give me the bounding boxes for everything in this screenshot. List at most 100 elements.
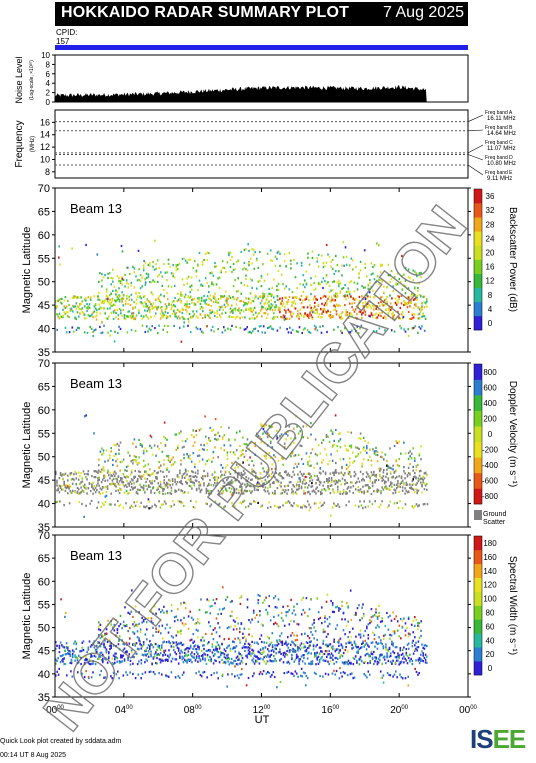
upper-scatter-cell <box>379 265 382 268</box>
upper-scatter-cell <box>330 265 332 268</box>
main-band-cell <box>276 644 279 647</box>
upper-scatter-cell <box>105 449 108 452</box>
main-band-cell <box>347 296 350 299</box>
main-band-cell <box>318 313 321 316</box>
main-band-cell <box>92 642 94 645</box>
main-band-cell <box>86 306 88 309</box>
main-band-cell <box>171 483 174 486</box>
main-band-cell <box>332 489 334 492</box>
upper-scatter-cell <box>175 269 178 272</box>
main-band-cell <box>306 641 309 645</box>
upper-scatter-cell <box>407 275 410 278</box>
upper-scatter-cell <box>166 610 168 613</box>
main-band-cell <box>228 295 231 298</box>
main-band-cell <box>169 484 171 487</box>
sparse-cell <box>157 486 159 489</box>
main-band-cell <box>405 483 408 487</box>
main-band-cell <box>74 305 76 308</box>
main-band-cell <box>71 310 74 313</box>
main-band-cell <box>192 315 194 318</box>
main-band-cell <box>235 663 238 666</box>
upper-scatter-cell <box>170 603 173 607</box>
main-band-cell <box>193 484 196 487</box>
main-band-cell <box>410 317 412 320</box>
main-band-cell <box>223 295 226 298</box>
freq-ylabel-unit: (MHz) <box>30 136 36 152</box>
main-band-cell <box>270 295 273 298</box>
main-band-cell <box>179 656 181 659</box>
upper-scatter-cell <box>316 257 318 260</box>
freq-band-value: 11.07 MHz <box>487 146 516 152</box>
main-band-cell <box>230 492 233 495</box>
near-range-cell <box>253 672 255 675</box>
upper-scatter-cell <box>127 451 129 454</box>
cpid-bar <box>55 45 468 50</box>
upper-scatter-cell <box>110 447 112 450</box>
main-band-cell <box>308 316 310 319</box>
near-range-cell <box>245 506 247 509</box>
main-band-cell <box>357 645 359 649</box>
main-band-cell <box>69 653 72 656</box>
main-band-cell <box>136 663 139 666</box>
main-band-cell <box>80 486 82 489</box>
main-band-cell <box>91 485 93 488</box>
main-band-cell <box>192 298 194 301</box>
main-band-cell <box>414 648 416 651</box>
main-band-cell <box>316 643 318 646</box>
near-range-cell <box>180 501 182 504</box>
freq-band-label: Freq band B <box>485 125 513 131</box>
main-band-cell <box>145 314 147 317</box>
upper-scatter-cell <box>163 435 165 438</box>
near-range-cell <box>100 505 102 508</box>
near-range-cell <box>291 504 294 508</box>
upper-scatter-cell <box>361 462 363 465</box>
main-band-cell <box>240 299 243 302</box>
main-band-cell <box>157 306 159 309</box>
main-band-cell <box>80 657 82 660</box>
upper-scatter-cell <box>158 466 160 469</box>
upper-scatter-cell <box>395 460 397 463</box>
main-band-cell <box>341 492 344 496</box>
upper-scatter-cell <box>302 596 305 599</box>
sparse-cell <box>120 244 123 248</box>
near-range-cell <box>367 505 370 508</box>
main-band-cell <box>144 309 146 312</box>
main-band-cell <box>299 658 302 661</box>
main-band-cell <box>373 662 375 666</box>
main-band-cell <box>377 478 380 482</box>
near-range-cell <box>340 329 342 333</box>
upper-scatter-cell <box>311 250 314 253</box>
upper-scatter-cell <box>259 435 261 439</box>
main-band-cell <box>424 471 427 474</box>
upper-scatter-cell <box>124 624 126 628</box>
upper-scatter-cell <box>184 259 187 262</box>
main-band-cell <box>218 492 221 495</box>
main-band-cell <box>303 489 305 492</box>
upper-scatter-cell <box>170 609 173 613</box>
upper-scatter-cell <box>150 609 153 612</box>
near-range-cell <box>183 671 185 674</box>
main-band-cell <box>397 479 399 483</box>
upper-scatter-cell <box>130 460 133 463</box>
main-band-cell <box>173 310 175 313</box>
main-band-cell <box>220 475 222 478</box>
upper-scatter-cell <box>287 636 289 639</box>
main-band-cell <box>351 481 353 484</box>
main-band-cell <box>291 304 293 307</box>
upper-scatter-cell <box>243 455 246 458</box>
main-band-cell <box>286 492 288 495</box>
lat-tick-label: 40 <box>38 499 50 511</box>
main-band-cell <box>175 315 178 318</box>
upper-scatter-cell <box>316 454 318 457</box>
main-band-cell <box>397 482 399 485</box>
main-band-cell <box>252 651 255 654</box>
main-band-cell <box>315 487 317 490</box>
main-band-cell <box>220 297 222 300</box>
main-band-cell <box>397 301 399 304</box>
upper-scatter-cell <box>375 453 377 456</box>
upper-scatter-cell <box>203 639 205 642</box>
upper-scatter-cell <box>218 276 221 279</box>
main-band-cell <box>383 480 386 483</box>
main-band-cell <box>324 471 327 474</box>
upper-scatter-cell <box>181 446 184 449</box>
